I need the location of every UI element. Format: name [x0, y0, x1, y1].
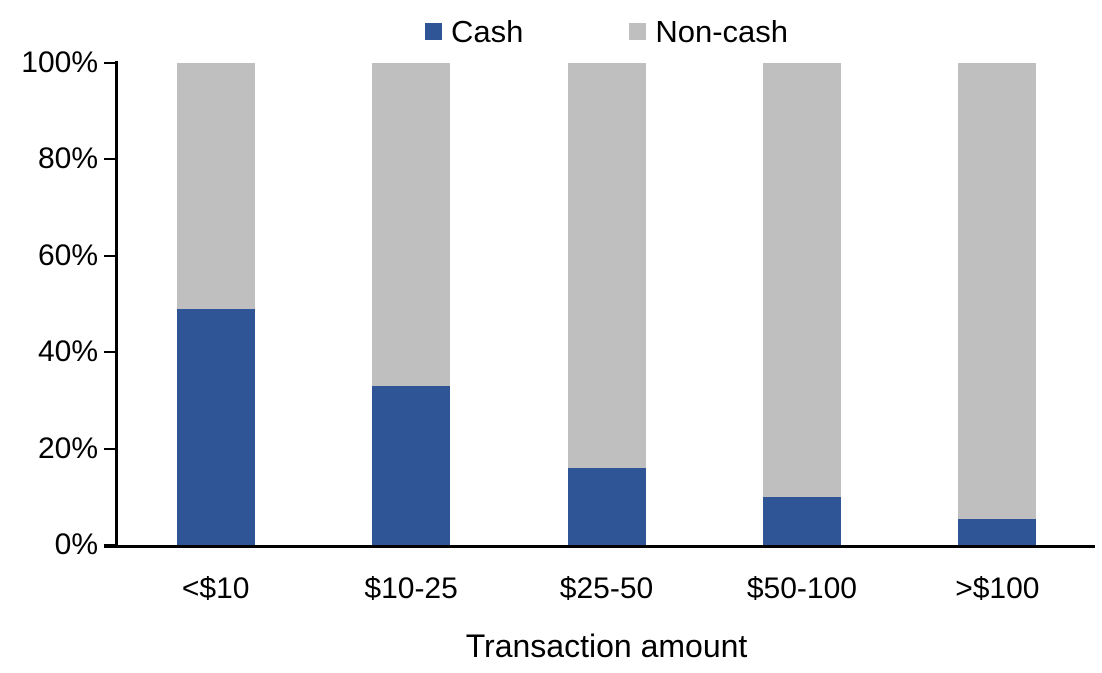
x-axis-category-label: $25-50	[559, 572, 654, 605]
y-axis-tick-label: 20%	[37, 431, 98, 465]
non-cash-legend-label: Non-cash	[655, 13, 789, 49]
bar-segment-non-cash	[372, 63, 451, 386]
cash-legend-label: Cash	[450, 13, 524, 49]
bar-segment-cash	[372, 385, 451, 545]
y-axis-tick-mark	[104, 62, 115, 64]
x-axis-category-labels: <$10 $10-25 $25-50 $50-100 >$100	[118, 572, 1095, 606]
x-axis-category-label: <$10	[181, 572, 250, 605]
y-axis-tick-label: 60%	[37, 238, 98, 272]
bar-segment-non-cash	[958, 63, 1037, 519]
x-axis-category-label: $10-25	[364, 572, 458, 605]
y-axis-tick-mark	[104, 254, 115, 257]
bar-segment-cash	[567, 467, 646, 545]
stacked-bar	[762, 63, 841, 545]
y-axis-tick-label: 100%	[21, 46, 98, 79]
bar-segment-non-cash	[762, 63, 841, 497]
y-axis-tick-mark	[104, 351, 115, 354]
stacked-bar	[372, 63, 451, 545]
stacked-bar	[567, 63, 646, 545]
bar-column	[509, 63, 704, 545]
bar-column	[118, 63, 313, 545]
bar-segment-cash	[958, 518, 1037, 545]
plot-area	[118, 63, 1095, 545]
cash-legend-swatch-icon	[424, 22, 442, 40]
stacked-bar	[958, 63, 1037, 545]
bar-segment-non-cash	[567, 63, 646, 468]
legend-item-cash: Cash	[424, 13, 524, 49]
legend: Cash Non-cash	[118, 10, 1095, 52]
y-axis-tick-mark	[104, 158, 115, 161]
bar-segment-cash	[176, 308, 255, 545]
legend-item-non-cash: Non-cash	[629, 16, 788, 47]
x-axis-line	[104, 545, 1095, 548]
x-axis-category-label: >$100	[955, 572, 1040, 605]
y-axis-line	[115, 61, 118, 548]
stacked-bar	[176, 63, 255, 545]
bar-segment-cash	[762, 496, 841, 545]
y-axis-tick-label: 40%	[37, 335, 98, 369]
x-axis-category-label: $50-100	[746, 572, 857, 605]
non-cash-legend-swatch-icon	[629, 22, 647, 40]
bar-column	[704, 63, 899, 545]
bar-column	[900, 63, 1095, 545]
x-axis-title: Transaction amount	[465, 628, 748, 664]
bar-segment-non-cash	[176, 63, 255, 309]
y-axis-tick-label: 80%	[37, 142, 98, 176]
y-axis-tick-mark	[104, 447, 115, 450]
y-axis-tick-label: 0%	[54, 528, 98, 561]
bar-column	[313, 63, 508, 545]
